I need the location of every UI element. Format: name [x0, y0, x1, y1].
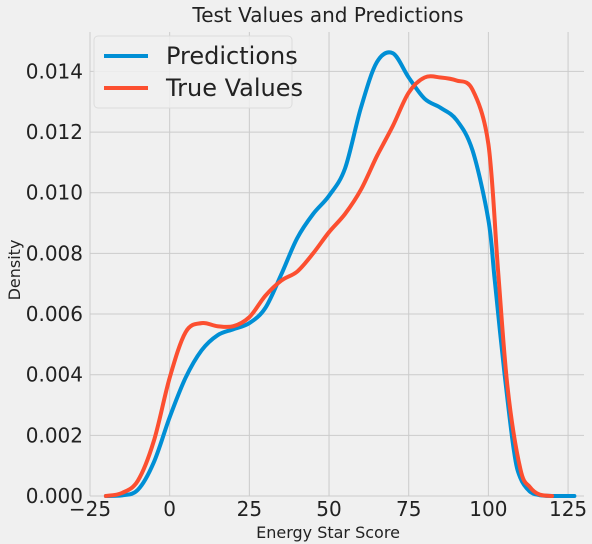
x-axis-label: Energy Star Score: [256, 523, 400, 542]
grid: [89, 32, 584, 497]
y-axis-ticks: 0.000 0.002 0.004 0.006 0.008 0.010 0.012 0.014: [26, 59, 83, 508]
x-tick-label: −25: [69, 497, 111, 521]
series-line-0: [103, 50, 577, 498]
series-line-1: [103, 74, 555, 498]
y-tick-label: 0.008: [26, 241, 83, 265]
x-tick-label: 25: [237, 497, 262, 521]
legend-label: True Values: [165, 74, 303, 102]
legend-label: Predictions: [166, 42, 298, 70]
y-tick-label: 0.002: [26, 423, 83, 447]
x-tick-label: 50: [316, 497, 341, 521]
chart-title: Test Values and Predictions: [191, 3, 463, 27]
x-tick-label: 125: [549, 497, 587, 521]
y-tick-label: 0.004: [26, 363, 83, 387]
legend: Predictions True Values: [93, 35, 303, 109]
y-tick-label: 0.012: [26, 120, 83, 144]
y-axis-label: Density: [5, 240, 24, 301]
x-axis-ticks: −25 0 25 50 75 100 125: [69, 497, 587, 521]
y-tick-label: 0.010: [26, 181, 83, 205]
x-tick-label: 0: [163, 497, 176, 521]
x-tick-label: 100: [469, 497, 507, 521]
y-tick-label: 0.014: [26, 59, 83, 83]
y-tick-label: 0.000: [26, 484, 83, 508]
x-tick-label: 75: [396, 497, 421, 521]
series-lines: [103, 50, 577, 498]
y-tick-label: 0.006: [26, 302, 83, 326]
